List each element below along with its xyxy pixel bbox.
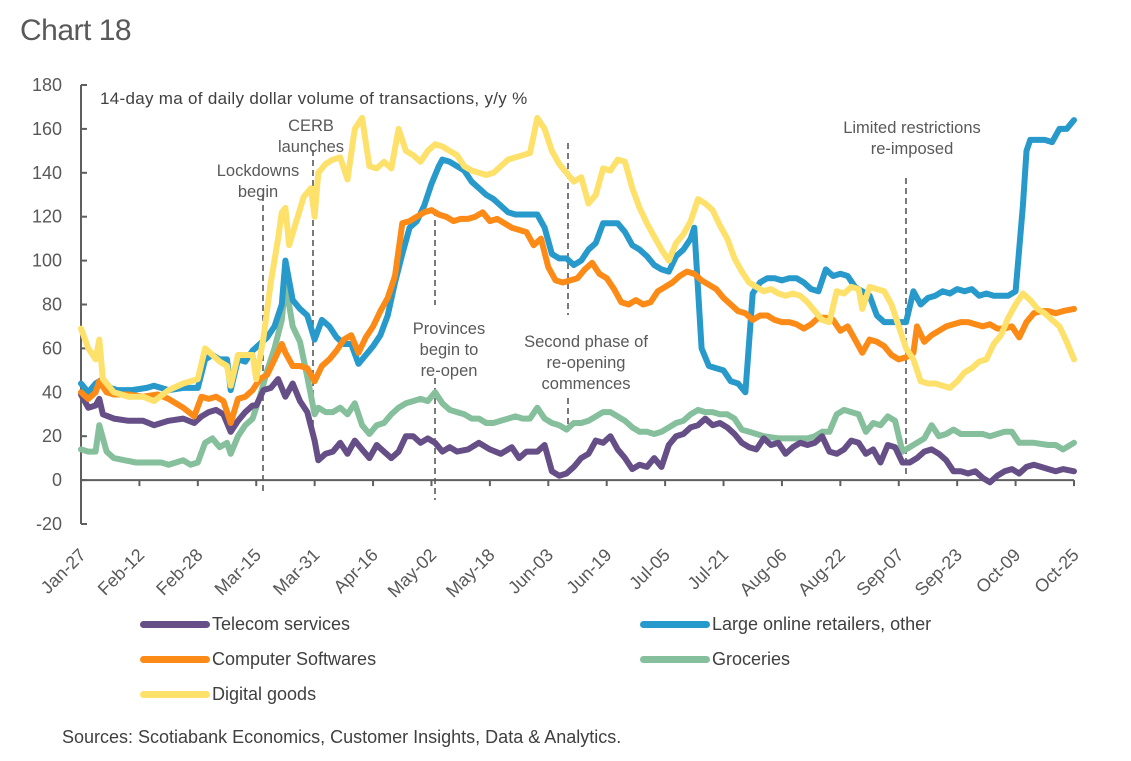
x-tick-label: Sep-23 bbox=[911, 545, 966, 600]
y-tick-label: 160 bbox=[32, 119, 62, 139]
legend-swatch-digital bbox=[140, 691, 210, 698]
y-tick-label: -20 bbox=[36, 514, 62, 534]
x-tick-label: Oct-25 bbox=[1030, 545, 1082, 597]
x-tick-label: Sep-07 bbox=[852, 545, 907, 600]
legend-swatch-telecom bbox=[140, 621, 210, 628]
legend-label: Digital goods bbox=[212, 684, 317, 704]
x-tick-label: Mar-31 bbox=[269, 545, 323, 599]
chart-subtitle: 14-day ma of daily dollar volume of tran… bbox=[100, 89, 528, 108]
legend-swatch-groceries bbox=[640, 656, 710, 663]
event-annotation-text: re-opening bbox=[547, 354, 626, 372]
event-annotation-text: Second phase of bbox=[524, 333, 648, 351]
event-annotation-text: CERB bbox=[288, 117, 334, 135]
y-tick-label: 40 bbox=[42, 382, 62, 402]
y-tick-label: 80 bbox=[42, 295, 62, 315]
legend-item-computer-softwares: Computer Softwares bbox=[140, 649, 376, 670]
event-annotation-text: begin bbox=[238, 183, 278, 201]
x-tick-label: Jun-19 bbox=[562, 545, 615, 598]
legend-item-large-online-retailers: Large online retailers, other bbox=[640, 614, 931, 635]
x-tick-label: May-02 bbox=[384, 545, 441, 602]
event-annotation-text: re-imposed bbox=[871, 140, 954, 158]
x-tick-label: May-18 bbox=[442, 545, 499, 602]
x-tick-label: Feb-12 bbox=[94, 545, 148, 599]
series-line-telecom-services bbox=[78, 376, 1077, 486]
series-line-digital-goods bbox=[78, 114, 1077, 405]
legend-label: Large online retailers, other bbox=[712, 614, 932, 634]
x-tick-label: Feb-28 bbox=[152, 545, 206, 599]
x-tick-label: Oct-09 bbox=[972, 545, 1024, 597]
series-line-groceries bbox=[78, 279, 1077, 468]
legend-item-groceries: Groceries bbox=[640, 649, 790, 670]
series-line-computer-softwares bbox=[78, 207, 1077, 426]
x-tick-label: Aug-22 bbox=[794, 545, 849, 600]
y-tick-label: 0 bbox=[52, 470, 62, 490]
event-annotation-text: launches bbox=[278, 138, 344, 156]
event-annotation-text: Lockdowns bbox=[217, 162, 300, 180]
legend-item-telecom: Telecom services bbox=[140, 614, 350, 635]
source-note: Sources: Scotiabank Economics, Customer … bbox=[62, 727, 622, 747]
event-annotation-text: Provinces bbox=[413, 320, 485, 338]
chart-title: Chart 18 bbox=[20, 14, 132, 47]
series-layer bbox=[78, 114, 1077, 486]
x-tick-label: Jul-21 bbox=[684, 545, 733, 594]
event-annotation-text: Limited restrictions bbox=[843, 119, 981, 137]
legend-swatch-software bbox=[140, 656, 210, 663]
y-tick-label: 60 bbox=[42, 338, 62, 358]
event-annotation-text: re-open bbox=[421, 362, 478, 380]
y-tick-label: 20 bbox=[42, 426, 62, 446]
x-tick-label: Mar-15 bbox=[211, 545, 265, 599]
event-annotation-text: begin to bbox=[420, 341, 479, 359]
legend-swatch-large-online bbox=[640, 621, 710, 628]
y-tick-label: 140 bbox=[32, 163, 62, 183]
x-tick-label: Apr-16 bbox=[330, 545, 382, 597]
y-tick-label: 120 bbox=[32, 207, 62, 227]
legend-label: Groceries bbox=[712, 649, 791, 669]
y-tick-label: 180 bbox=[32, 75, 62, 95]
x-tick-label: Jul-05 bbox=[625, 545, 674, 594]
legend-item-digital-goods: Digital goods bbox=[140, 684, 316, 705]
event-annotation-text: commences bbox=[542, 375, 631, 393]
x-tick-label: Aug-06 bbox=[736, 545, 791, 600]
legend-label: Computer Softwares bbox=[212, 649, 377, 669]
x-tick-label: Jan-27 bbox=[37, 545, 90, 598]
x-tick-label: Jun-03 bbox=[504, 545, 557, 598]
legend-label: Telecom services bbox=[212, 614, 351, 634]
y-tick-label: 100 bbox=[32, 251, 62, 271]
series-line-large-online-retailers-other bbox=[78, 117, 1077, 396]
